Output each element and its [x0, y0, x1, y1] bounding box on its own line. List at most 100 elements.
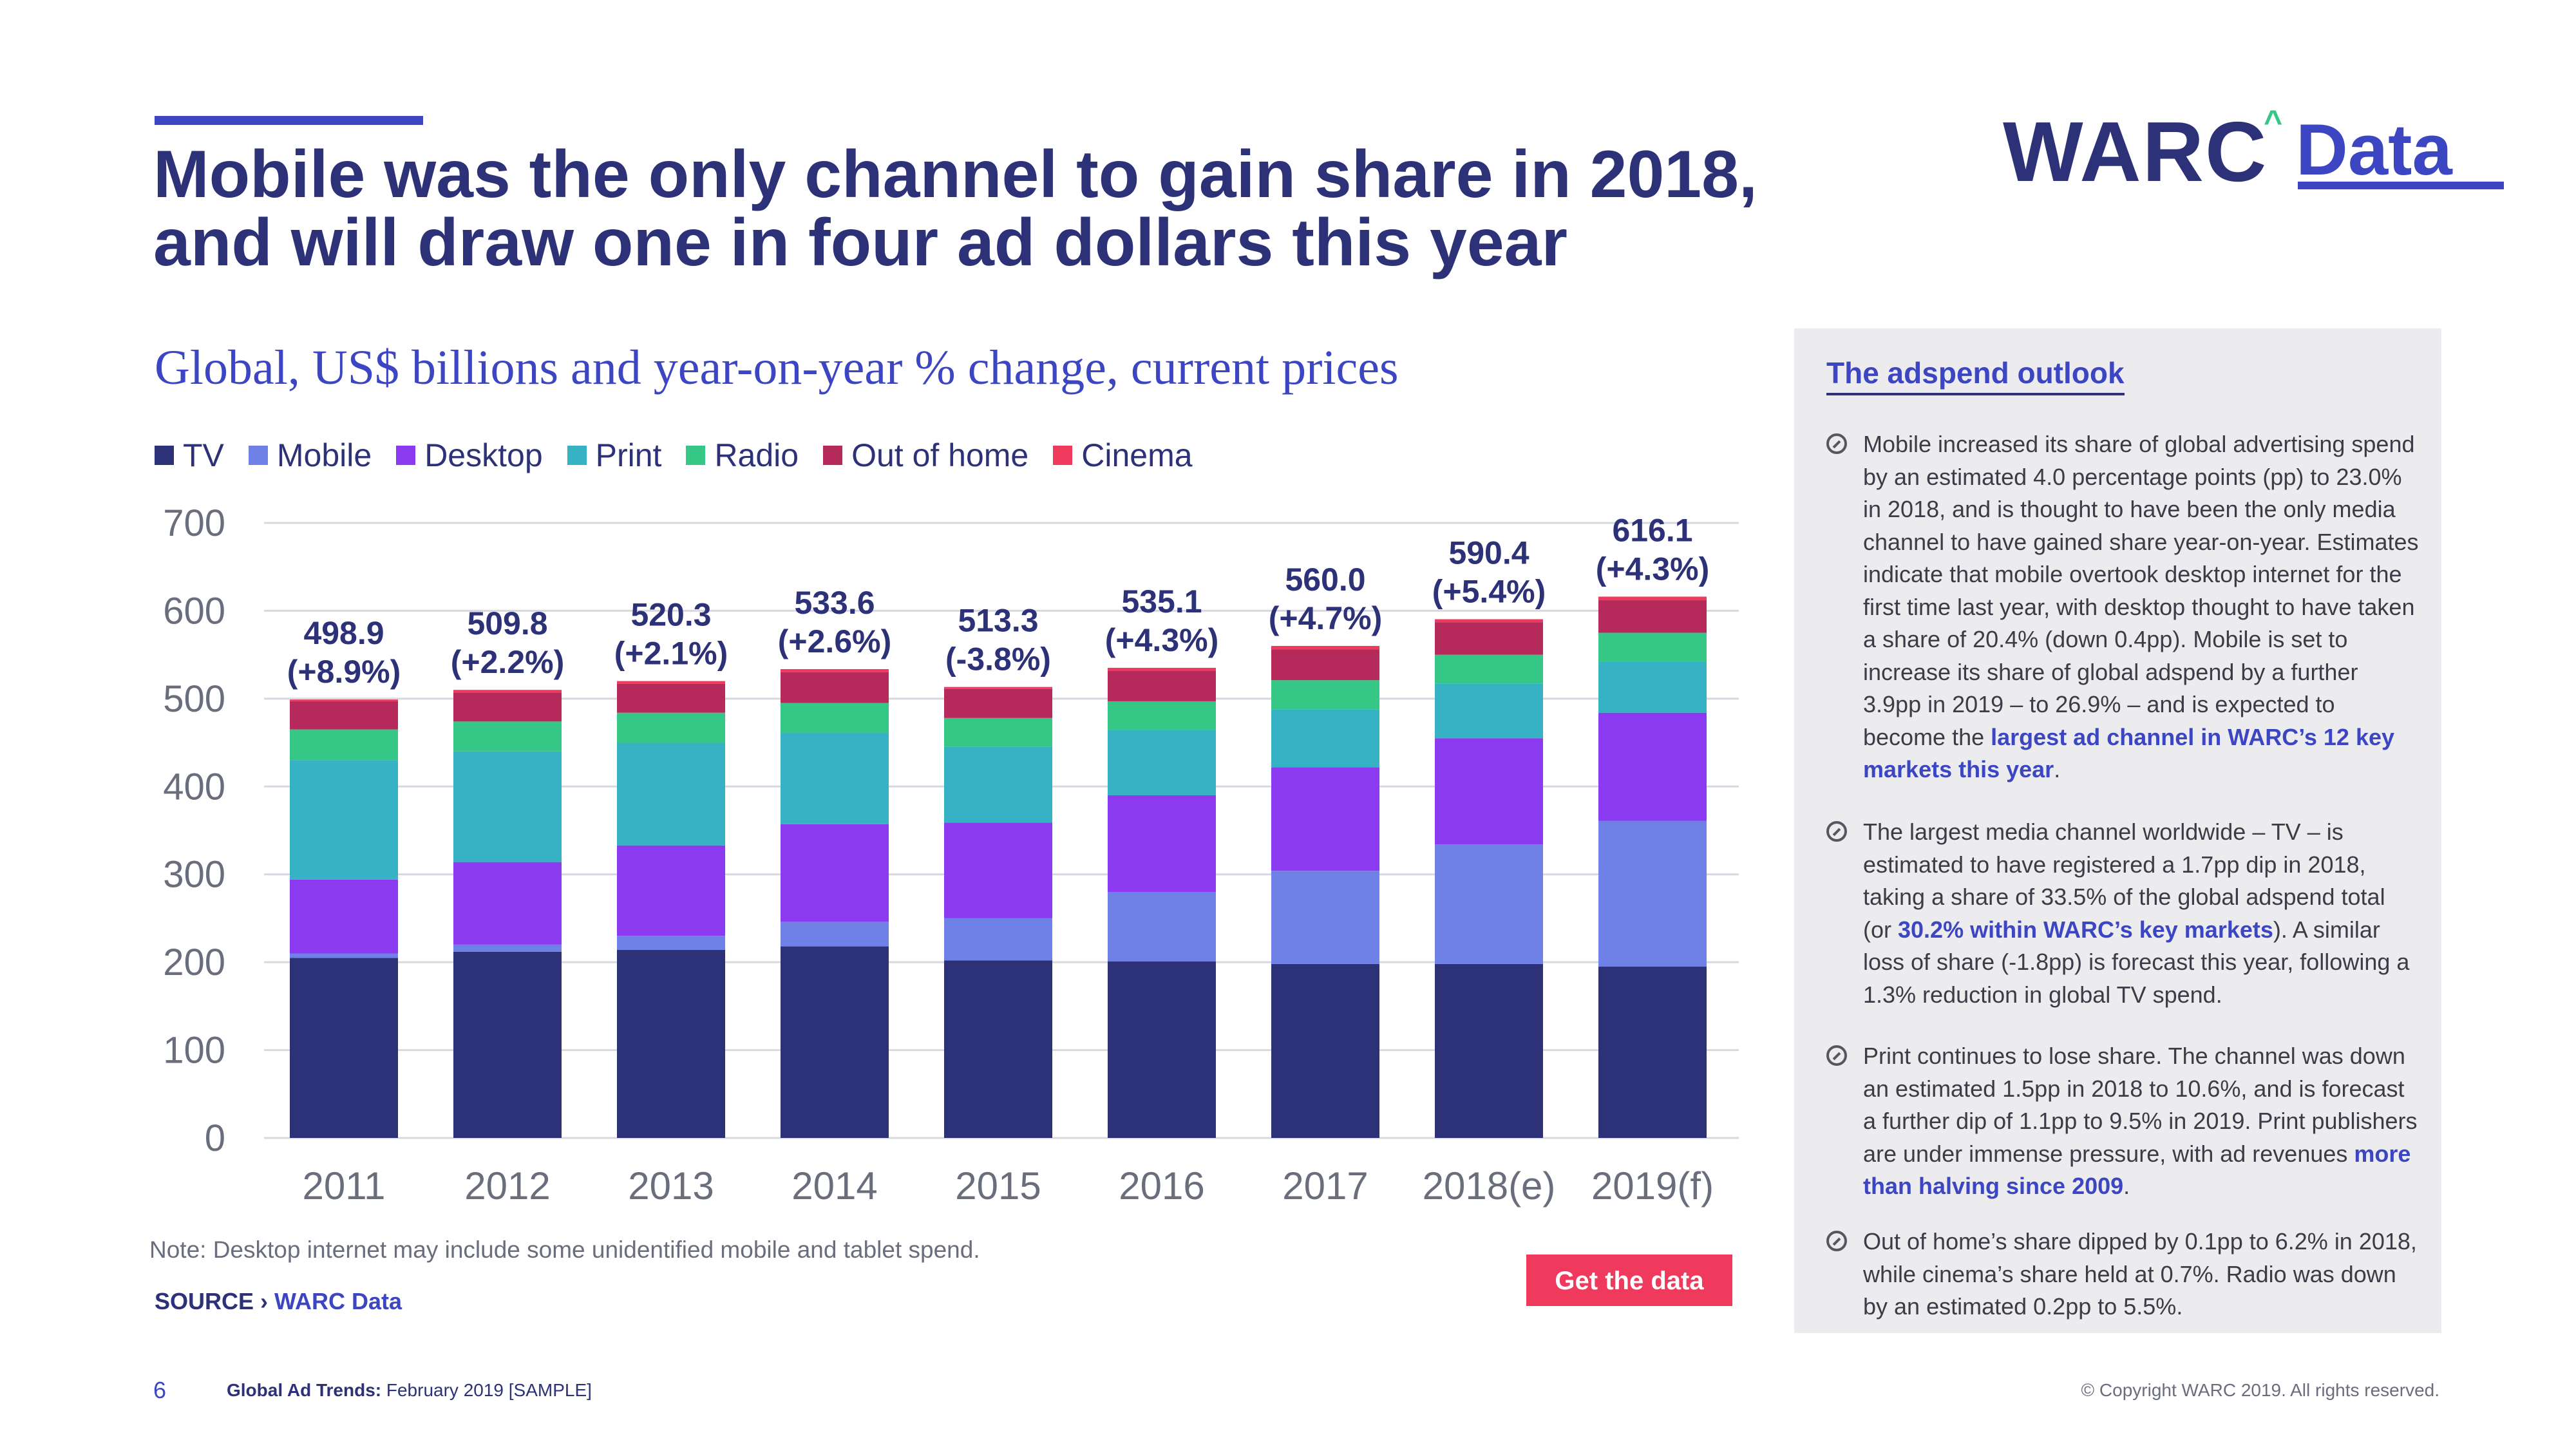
bar-segment-mobile: [1598, 820, 1707, 967]
bar-segment-print: [1598, 661, 1707, 713]
bar-segment-out-of-home: [944, 688, 1052, 718]
legend-item-3: Print: [567, 437, 662, 474]
data-label-total: 498.9: [303, 615, 384, 651]
body-text: .: [2123, 1173, 2130, 1199]
check-circle-icon: [1826, 1231, 1847, 1251]
bar-segment-desktop: [453, 862, 562, 945]
x-tick-label: 2018(e): [1423, 1164, 1556, 1208]
data-label-total: 590.4: [1448, 535, 1529, 571]
x-tick-label: 2019(f): [1591, 1164, 1714, 1208]
x-tick-label: 2016: [1119, 1164, 1204, 1208]
data-label-total: 535.1: [1121, 583, 1202, 620]
data-label-change: (+5.4%): [1432, 574, 1546, 610]
highlight-link[interactable]: largest ad channel in WARC’s 12 key mark…: [1863, 723, 2395, 783]
bar-segment-out-of-home: [290, 701, 398, 730]
bar-segment-out-of-home: [1108, 670, 1216, 701]
page-number: 6: [153, 1377, 167, 1403]
data-label-change: (+4.7%): [1269, 600, 1382, 636]
bar-segment-mobile: [290, 953, 398, 958]
bar-segment-out-of-home: [453, 692, 562, 722]
bar-segment-mobile: [617, 936, 725, 951]
bar-segment-print: [290, 760, 398, 880]
bar-segment-cinema: [781, 669, 889, 672]
bar-segment-radio: [1435, 654, 1543, 684]
bar-segment-desktop: [944, 822, 1052, 918]
body-text: Mobile increased its share of global adv…: [1863, 431, 2419, 750]
legend-swatch: [1053, 446, 1073, 465]
bar-segment-radio: [1108, 701, 1216, 730]
legend-item-1: Mobile: [248, 437, 372, 474]
bar-segment-desktop: [1108, 795, 1216, 892]
bar-segment-mobile: [944, 918, 1052, 961]
bar-segment-cinema: [617, 681, 725, 684]
bar-segment-radio: [944, 717, 1052, 747]
bar-segment-mobile: [1271, 871, 1379, 964]
publication-edition: February 2019 [SAMPLE]: [386, 1380, 592, 1400]
logo-underline: [2298, 182, 2504, 189]
title-accent-bar: [155, 116, 423, 125]
bar-segment-tv: [1271, 963, 1379, 1138]
y-tick-label: 300: [163, 854, 225, 896]
x-tick-label: 2012: [464, 1164, 550, 1208]
bar-segment-radio: [617, 712, 725, 743]
highlight-link[interactable]: more than halving since 2009: [1863, 1140, 2411, 1200]
source-line: SOURCE › WARC Data: [155, 1288, 402, 1315]
y-tick-label: 400: [163, 766, 225, 808]
bar-segment-print: [1108, 730, 1216, 795]
bar-segment-tv: [290, 958, 398, 1138]
legend-item-0: TV: [155, 437, 224, 474]
legend-label: Cinema: [1081, 437, 1193, 473]
bar-segment-out-of-home: [1598, 600, 1707, 633]
x-tick-label: 2013: [628, 1164, 714, 1208]
bar-segment-radio: [781, 703, 889, 734]
bar-segment-radio: [290, 729, 398, 761]
bar-segment-desktop: [1435, 738, 1543, 845]
legend-item-2: Desktop: [396, 437, 543, 474]
bar-segment-print: [617, 743, 725, 846]
publication-name: Global Ad Trends:: [227, 1380, 382, 1400]
data-label-change: (+4.3%): [1105, 622, 1218, 658]
source-prefix: SOURCE ›: [155, 1288, 269, 1314]
body-text: The largest media channel worldwide – TV…: [1863, 819, 2385, 943]
legend-label: TV: [183, 437, 224, 473]
sidebar-point-text: Out of home’s share dipped by 0.1pp to 6…: [1863, 1226, 2419, 1323]
legend-label: Desktop: [424, 437, 543, 473]
legend-item-5: Out of home: [823, 437, 1028, 474]
legend-swatch: [396, 446, 416, 465]
bar-segment-print: [1435, 683, 1543, 739]
bar-segment-tv: [944, 960, 1052, 1138]
bar-segment-tv: [1598, 966, 1707, 1138]
body-text: .: [2054, 756, 2061, 782]
page-title-line-1: Mobile was the only channel to gain shar…: [153, 137, 1757, 212]
y-tick-label: 100: [163, 1030, 225, 1072]
data-label-total: 560.0: [1285, 562, 1365, 598]
source-link[interactable]: WARC Data: [274, 1288, 402, 1314]
logo-caret-icon: ^: [2264, 104, 2283, 140]
bar-segment-mobile: [453, 944, 562, 952]
chart-note: Note: Desktop internet may include some …: [149, 1236, 980, 1263]
bar-segment-out-of-home: [1435, 622, 1543, 655]
bar-segment-desktop: [1598, 712, 1707, 821]
body-text: Print continues to lose share. The chann…: [1863, 1043, 2418, 1167]
warc-data-logo: WARC ^ Data: [2003, 103, 2504, 200]
bar-segment-cinema: [1435, 619, 1543, 623]
bar-segment-mobile: [1435, 844, 1543, 964]
chart-legend: TV Mobile Desktop Print Radio Out of home Cine…: [155, 433, 1217, 478]
x-tick-label: 2015: [955, 1164, 1041, 1208]
sidebar-point-text: Print continues to lose share. The chann…: [1863, 1040, 2419, 1203]
get-the-data-button[interactable]: Get the data: [1526, 1255, 1732, 1306]
check-circle-icon: [1826, 1045, 1847, 1066]
legend-swatch: [248, 446, 268, 465]
data-label-change: (+2.1%): [614, 636, 728, 672]
highlight-link[interactable]: 30.2% within WARC’s key markets: [1898, 916, 2273, 943]
data-label-total: 520.3: [630, 597, 711, 633]
bar-segment-desktop: [1271, 767, 1379, 871]
legend-label: Print: [595, 437, 662, 473]
bar-segment-print: [944, 746, 1052, 823]
data-label-total: 533.6: [794, 585, 875, 621]
legend-item-6: Cinema: [1053, 437, 1193, 474]
bar-segment-cinema: [290, 699, 398, 701]
data-label-change: (-3.8%): [945, 641, 1051, 677]
y-tick-label: 600: [163, 590, 225, 632]
logo-warc-text: WARC: [2003, 104, 2268, 199]
